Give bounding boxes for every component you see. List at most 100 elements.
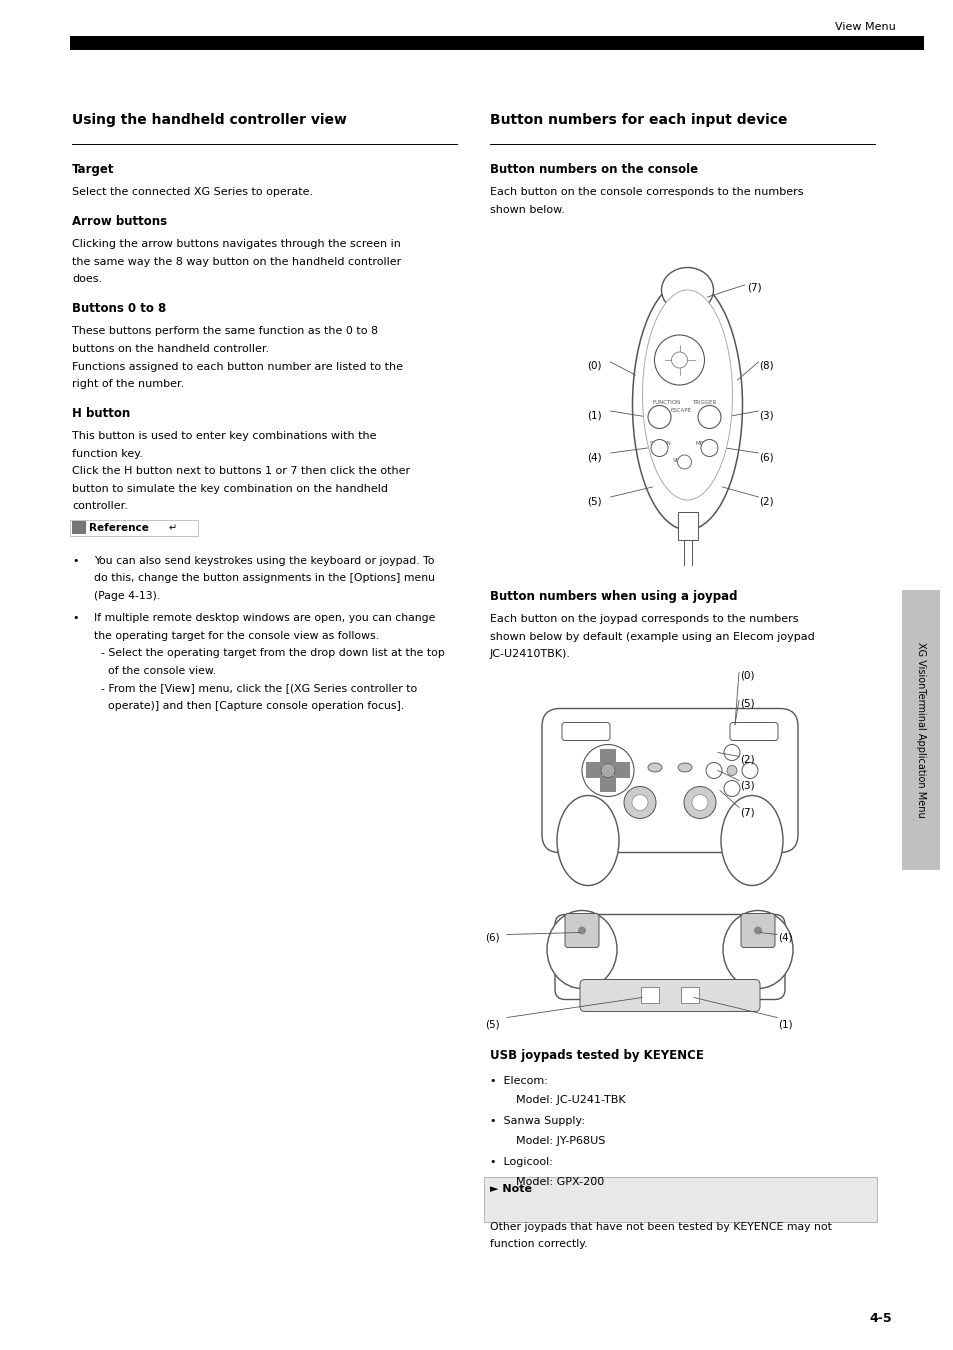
Ellipse shape [720, 795, 782, 886]
Circle shape [671, 352, 687, 369]
Circle shape [581, 744, 634, 796]
Text: Reference: Reference [89, 522, 149, 533]
Circle shape [578, 926, 585, 934]
Text: (3): (3) [759, 410, 773, 420]
Text: Button numbers when using a joypad: Button numbers when using a joypad [490, 590, 737, 603]
FancyBboxPatch shape [740, 914, 774, 948]
FancyBboxPatch shape [640, 987, 659, 1003]
Circle shape [726, 765, 737, 775]
Text: does.: does. [71, 274, 102, 285]
Text: (Page 4-13).: (Page 4-13). [94, 590, 160, 601]
Text: (0): (0) [740, 671, 754, 680]
FancyBboxPatch shape [585, 763, 601, 779]
Text: (7): (7) [747, 284, 761, 293]
Circle shape [631, 795, 647, 810]
Text: (0): (0) [587, 360, 601, 371]
Circle shape [741, 763, 758, 779]
Circle shape [650, 440, 667, 456]
Text: (2): (2) [740, 755, 754, 764]
Text: (5): (5) [587, 497, 601, 508]
Text: Button numbers for each input device: Button numbers for each input device [490, 113, 786, 127]
Text: buttons on the handheld controller.: buttons on the handheld controller. [71, 344, 269, 354]
Text: (1): (1) [778, 1019, 792, 1030]
Ellipse shape [678, 763, 691, 772]
Text: VIEW: VIEW [672, 458, 686, 463]
Circle shape [723, 744, 740, 760]
Text: Each button on the joypad corresponds to the numbers: Each button on the joypad corresponds to… [490, 614, 798, 625]
Text: H button: H button [71, 406, 131, 420]
Text: controller.: controller. [71, 501, 128, 512]
Circle shape [623, 787, 656, 818]
Ellipse shape [546, 910, 617, 988]
Text: the operating target for the console view as follows.: the operating target for the console vie… [94, 630, 378, 640]
Circle shape [705, 763, 721, 779]
FancyBboxPatch shape [483, 1176, 876, 1223]
Circle shape [700, 440, 718, 456]
Text: Target: Target [71, 163, 114, 176]
FancyBboxPatch shape [729, 722, 778, 741]
Text: •  Logicool:: • Logicool: [490, 1157, 553, 1168]
Text: operate)] and then [Capture console operation focus].: operate)] and then [Capture console oper… [94, 701, 404, 710]
Circle shape [691, 795, 707, 810]
Text: Each button on the console corresponds to the numbers: Each button on the console corresponds t… [490, 188, 802, 197]
Text: (4): (4) [587, 454, 601, 463]
Ellipse shape [647, 763, 661, 772]
FancyBboxPatch shape [541, 709, 797, 852]
FancyBboxPatch shape [555, 914, 784, 999]
Text: You can also send keystrokes using the keyboard or joypad. To: You can also send keystrokes using the k… [94, 555, 434, 566]
Text: (1): (1) [587, 410, 601, 420]
FancyBboxPatch shape [677, 512, 697, 540]
Ellipse shape [660, 267, 713, 312]
FancyBboxPatch shape [579, 980, 760, 1011]
Text: 4-5: 4-5 [868, 1312, 891, 1324]
Circle shape [677, 455, 691, 468]
Circle shape [683, 787, 716, 818]
Text: - Select the operating target from the drop down list at the top: - Select the operating target from the d… [94, 648, 444, 657]
Circle shape [654, 335, 703, 385]
Text: do this, change the button assignments in the [Options] menu: do this, change the button assignments i… [94, 572, 435, 583]
Text: FUNCTION: FUNCTION [652, 400, 680, 405]
Ellipse shape [632, 279, 741, 531]
Text: Model: GPX-200: Model: GPX-200 [516, 1177, 603, 1187]
Text: (5): (5) [740, 698, 754, 709]
FancyBboxPatch shape [564, 914, 598, 948]
Text: Using the handheld controller view: Using the handheld controller view [71, 113, 347, 127]
Text: Select the connected XG Series to operate.: Select the connected XG Series to operat… [71, 188, 313, 197]
Circle shape [723, 780, 740, 796]
Circle shape [600, 764, 615, 778]
Text: ↵: ↵ [169, 522, 177, 533]
Text: shown below.: shown below. [490, 205, 564, 215]
Text: •: • [71, 613, 78, 622]
Text: Model: JY-P68US: Model: JY-P68US [516, 1135, 605, 1146]
Text: the same way the 8 way button on the handheld controller: the same way the 8 way button on the han… [71, 256, 401, 267]
Ellipse shape [641, 290, 732, 500]
Text: (2): (2) [759, 497, 773, 508]
Text: XG VisionTerminal Application Menu: XG VisionTerminal Application Menu [915, 643, 925, 818]
Text: Arrow buttons: Arrow buttons [71, 215, 167, 228]
Text: (6): (6) [484, 933, 499, 942]
Circle shape [647, 405, 670, 428]
Text: function key.: function key. [71, 448, 143, 459]
FancyBboxPatch shape [599, 748, 616, 764]
Text: (5): (5) [484, 1019, 499, 1030]
FancyBboxPatch shape [71, 521, 86, 535]
Text: button to simulate the key combination on the handheld: button to simulate the key combination o… [71, 483, 388, 494]
Text: USB joypads tested by KEYENCE: USB joypads tested by KEYENCE [490, 1049, 703, 1062]
Ellipse shape [722, 910, 792, 988]
Text: shown below by default (example using an Elecom joypad: shown below by default (example using an… [490, 632, 814, 643]
Text: If multiple remote desktop windows are open, you can change: If multiple remote desktop windows are o… [94, 613, 435, 622]
Text: JC-U2410TBK).: JC-U2410TBK). [490, 649, 571, 660]
Text: of the console view.: of the console view. [94, 666, 216, 675]
FancyBboxPatch shape [70, 36, 923, 50]
Text: (8): (8) [759, 360, 773, 371]
Circle shape [698, 405, 720, 428]
Text: Buttons 0 to 8: Buttons 0 to 8 [71, 302, 166, 315]
Text: Clicking the arrow buttons navigates through the screen in: Clicking the arrow buttons navigates thr… [71, 239, 400, 250]
Text: These buttons perform the same function as the 0 to 8: These buttons perform the same function … [71, 327, 377, 336]
FancyBboxPatch shape [599, 776, 616, 792]
Text: Button numbers on the console: Button numbers on the console [490, 163, 698, 176]
Text: •  Elecom:: • Elecom: [490, 1076, 547, 1085]
Text: •: • [71, 555, 78, 566]
Text: Model: JC-U241-TBK: Model: JC-U241-TBK [516, 1095, 625, 1106]
Circle shape [753, 926, 761, 934]
